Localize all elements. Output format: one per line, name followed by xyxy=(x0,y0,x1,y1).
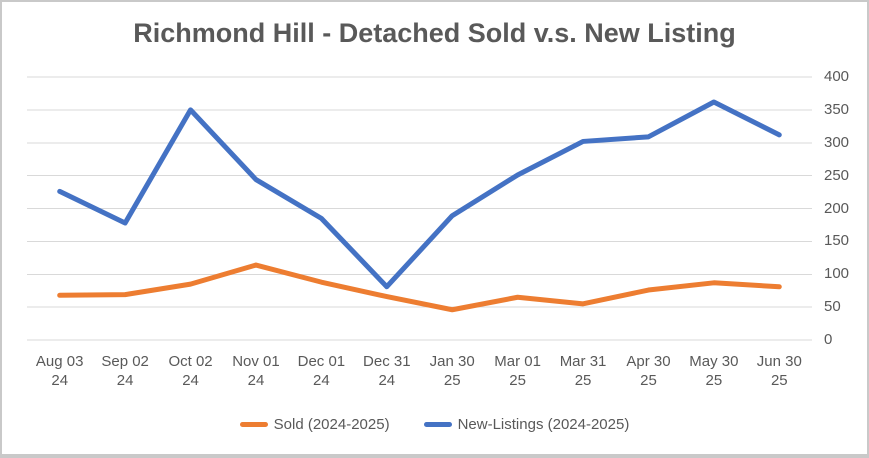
y-axis-tick-label: 100 xyxy=(824,265,850,283)
legend: Sold (2024-2025) New-Listings (2024-2025) xyxy=(2,416,867,433)
y-axis-tick-label: 200 xyxy=(824,199,850,217)
x-axis-tick-label: Dec 31 24 xyxy=(363,353,411,389)
legend-swatch-icon xyxy=(423,422,452,427)
legend-label: Sold (2024-2025) xyxy=(273,416,390,433)
legend-item: Sold (2024-2025) xyxy=(239,416,390,433)
series-line-new-listings xyxy=(57,99,782,290)
x-axis-tick-label: Aug 03 24 xyxy=(35,353,84,389)
x-axis-tick-label: Nov 01 24 xyxy=(232,353,280,389)
y-axis-tick-label: 250 xyxy=(824,166,850,184)
legend-label: New-Listings (2024-2025) xyxy=(457,416,630,433)
x-axis-tick-label: Oct 02 24 xyxy=(168,353,213,389)
y-axis-tick-label: 50 xyxy=(824,298,841,316)
x-axis-tick-label: Mar 31 25 xyxy=(559,353,607,389)
x-axis-tick-label: Apr 30 25 xyxy=(626,353,671,389)
bottom-border-bar xyxy=(2,454,867,458)
series-line-sold xyxy=(57,262,782,313)
y-axis-tick-label: 0 xyxy=(824,331,833,348)
x-axis-tick-label: Dec 01 24 xyxy=(297,353,346,389)
legend-swatch-icon xyxy=(239,422,268,427)
x-axis-tick-label: May 30 25 xyxy=(689,353,739,389)
y-axis-tick-label: 150 xyxy=(824,232,850,250)
y-axis-tick-label: 350 xyxy=(824,100,850,118)
y-axis-tick-label: 300 xyxy=(824,133,850,151)
legend-item: New-Listings (2024-2025) xyxy=(423,416,630,433)
y-axis-tick-label: 400 xyxy=(824,68,850,85)
x-axis-tick-label: Jun 30 25 xyxy=(756,353,802,389)
x-axis-tick-label: Jan 30 25 xyxy=(429,353,475,389)
x-axis-tick-label: Sep 02 24 xyxy=(101,353,149,389)
chart-title: Richmond Hill - Detached Sold v.s. New L… xyxy=(133,18,736,48)
x-axis-tick-label: Mar 01 25 xyxy=(494,353,541,389)
